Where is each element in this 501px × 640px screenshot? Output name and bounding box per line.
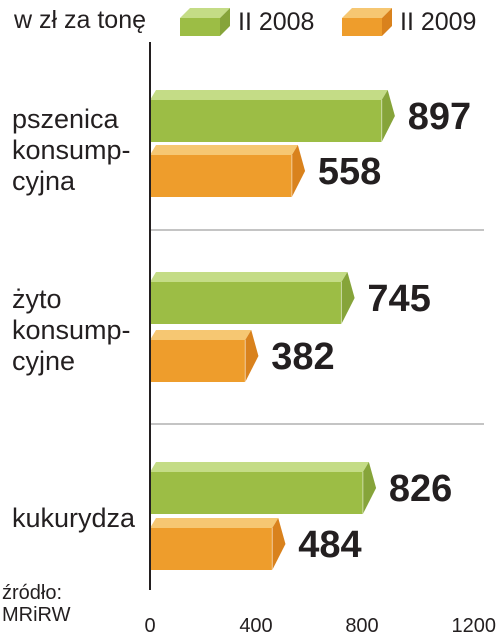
value-label: 484 — [298, 524, 361, 566]
legend-swatch-2009 — [342, 8, 392, 36]
value-label: 745 — [367, 278, 430, 320]
source-note: źródło: MRiRW — [2, 582, 71, 626]
group-separators — [150, 229, 484, 425]
legend-swatch-2008 — [180, 8, 230, 36]
bar — [150, 330, 259, 382]
legend-label-2008: II 2008 — [238, 7, 315, 36]
x-tick-label: 0 — [144, 615, 155, 637]
x-tick-labels: 0 400 800 1200 — [144, 615, 496, 637]
bar — [150, 90, 395, 142]
bar — [150, 145, 306, 197]
value-label: 382 — [271, 336, 334, 378]
value-label: 558 — [318, 151, 381, 193]
bar — [150, 272, 355, 324]
bars — [150, 90, 395, 570]
value-label: 897 — [408, 96, 471, 138]
category-label-zyto: żyto konsump- cyjne — [12, 284, 131, 376]
legend-item-2008: II 2008 — [180, 4, 314, 40]
category-label-kukurydza: kukurydza — [12, 503, 136, 533]
legend-item-2009: II 2009 — [342, 4, 476, 40]
bar — [150, 462, 377, 514]
x-tick-label: 1200 — [452, 615, 497, 637]
category-label-pszenica: pszenica konsump- cyjna — [12, 104, 131, 196]
x-tick-label: 800 — [345, 615, 378, 637]
bar — [150, 518, 286, 570]
unit-label: w zł za tonę — [14, 6, 147, 34]
value-labels: 897 745 826 558 382 484 — [271, 96, 471, 566]
legend-label-2009: II 2009 — [400, 7, 477, 36]
value-label: 826 — [389, 468, 452, 510]
x-tick-label: 400 — [239, 615, 272, 637]
